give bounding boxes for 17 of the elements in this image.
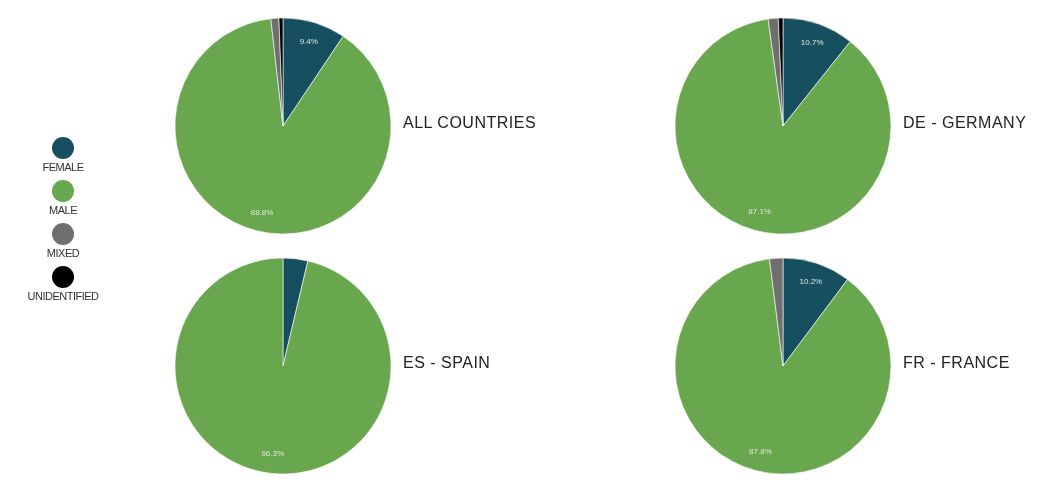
data-label: 10.7% xyxy=(800,37,824,47)
data-label: 88.8% xyxy=(250,207,274,217)
text: ALL COUNTRIES xyxy=(403,114,537,132)
data-label: 10.2% xyxy=(799,277,823,287)
text: ES - SPAIN xyxy=(403,354,491,372)
text: FR - FRANCE xyxy=(903,354,1010,372)
legend-label: MIXED xyxy=(46,247,80,259)
data-label: 96.3% xyxy=(261,449,285,459)
data-label: 87.8% xyxy=(749,447,772,457)
pie-slice xyxy=(174,18,392,234)
data-label: 9.4% xyxy=(299,36,318,46)
legend-label: UNIDENTIFIED xyxy=(27,290,99,302)
data-label: 87.1% xyxy=(748,206,771,216)
legend-label: MALE xyxy=(49,204,77,216)
pie-slice xyxy=(674,18,892,234)
legend-label: FEMALE xyxy=(42,161,84,173)
text: DE - GERMANY xyxy=(903,114,1027,132)
